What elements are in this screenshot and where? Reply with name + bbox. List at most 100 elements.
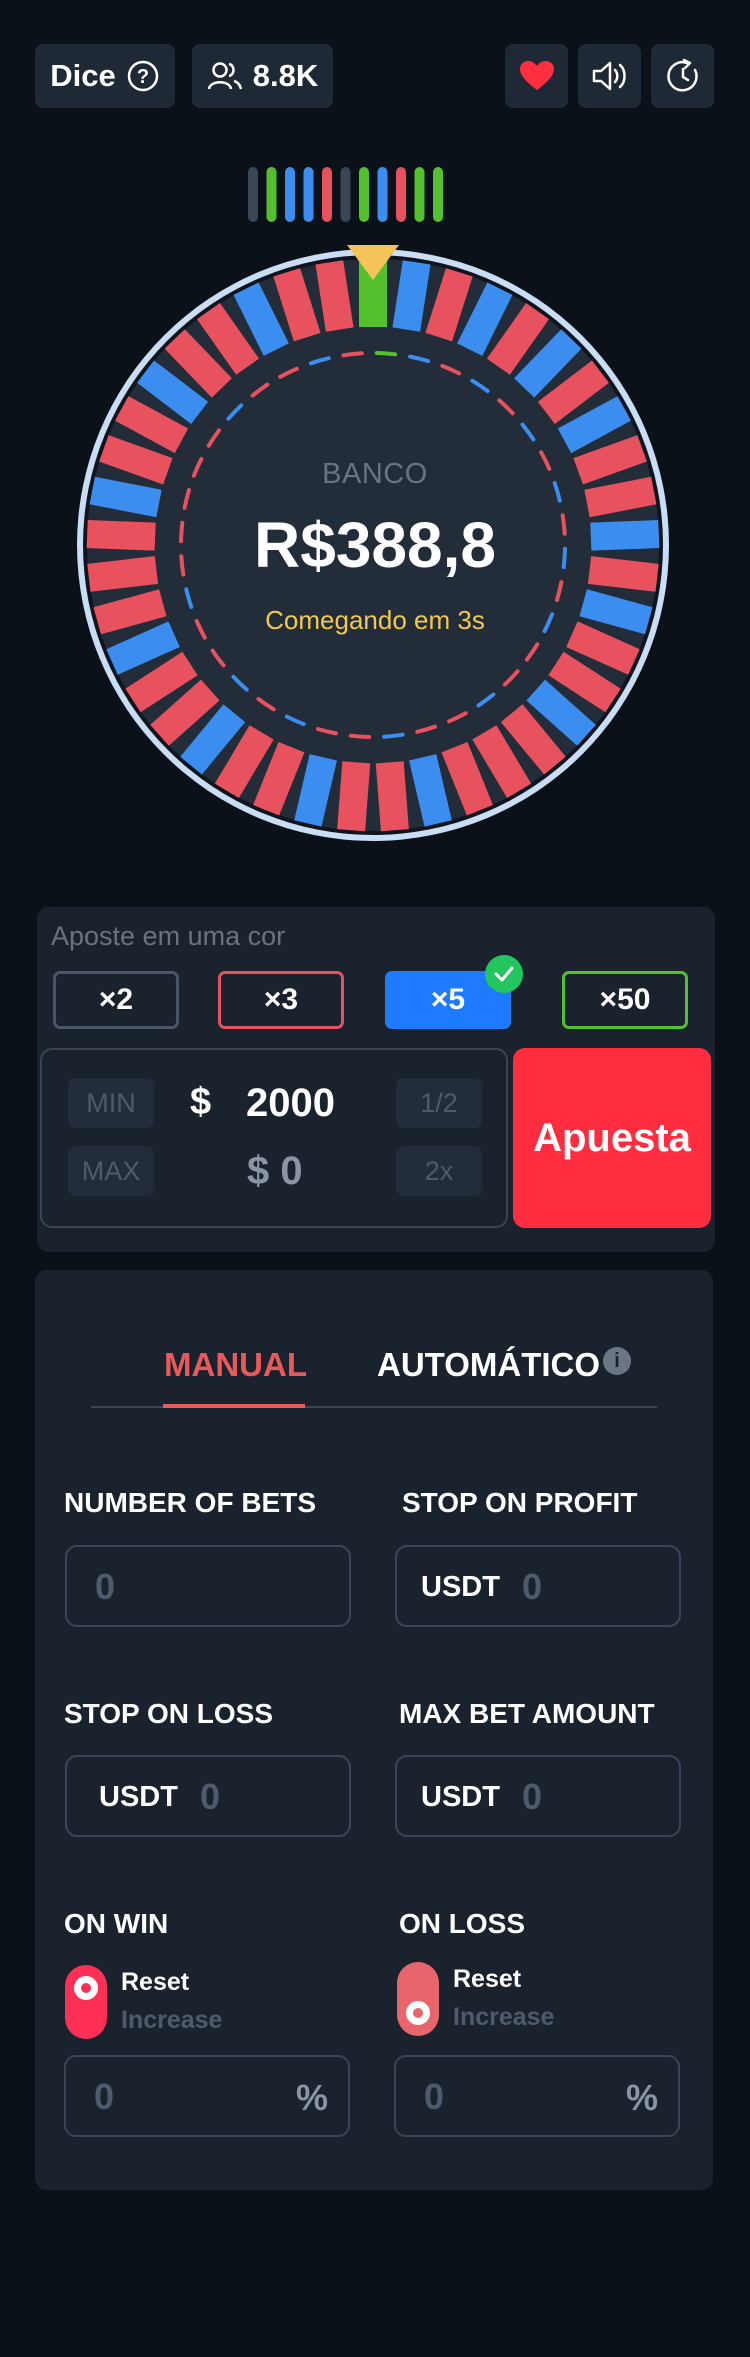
stop-on-profit-label: STOP ON PROFIT	[402, 1487, 638, 1518]
on-win-reset-option[interactable]: Reset	[121, 1968, 190, 1996]
wheel-segment	[537, 360, 609, 424]
wheel-segment	[125, 651, 198, 713]
wheel-dash	[408, 354, 430, 363]
wheel-dash	[316, 727, 338, 736]
payout-value: $ 0	[247, 1149, 303, 1193]
stop-on-profit-field[interactable]: USDT 0	[395, 1545, 681, 1627]
wheel-segment	[441, 741, 493, 816]
number-of-bets-field[interactable]: 0	[65, 1545, 351, 1627]
on-loss-field[interactable]: 0 %	[394, 2055, 680, 2137]
tab-manual[interactable]: MANUAL	[164, 1346, 307, 1383]
wheel-segment	[472, 725, 532, 798]
wheel-segment	[573, 435, 647, 485]
stop-on-loss-unit: USDT	[99, 1781, 178, 1813]
bet-amount-box: MIN MAX $ 2000 $ 0 1/2 2x	[40, 1048, 508, 1228]
place-bet-button[interactable]: Apuesta	[513, 1048, 711, 1228]
wheel-segment	[590, 520, 660, 551]
bet-amount-input[interactable]: 2000	[246, 1081, 335, 1125]
auto-bet-panel: MANUAL AUTOMÁTICO i NUMBER OF BETS 0 STO…	[35, 1270, 713, 2190]
history-bar	[340, 167, 351, 222]
wheel-dash	[552, 481, 562, 503]
currency-symbol: $	[190, 1081, 212, 1123]
on-loss-percent: %	[625, 2077, 658, 2118]
help-icon: ?	[126, 59, 160, 93]
favorite-button[interactable]	[505, 44, 568, 108]
wheel-dash	[520, 422, 536, 442]
game-info-button[interactable]: Dice ?	[35, 44, 175, 108]
wheel	[77, 167, 669, 841]
wheel-dash	[250, 382, 270, 398]
wheel-dash	[184, 587, 194, 609]
number-of-bets-label: NUMBER OF BETS	[64, 1487, 316, 1518]
selected-check-icon	[485, 955, 523, 993]
on-loss-toggle-knob	[406, 2001, 430, 2025]
wheel-dash	[542, 612, 555, 634]
history-bar	[303, 167, 314, 222]
tab-active-indicator	[163, 1404, 305, 1408]
wheel-dash	[560, 513, 567, 536]
wheel-segment	[500, 704, 566, 775]
multiplier-x3-button[interactable]: ×3	[218, 971, 344, 1029]
heart-icon	[519, 60, 555, 92]
history-bar	[285, 167, 295, 222]
users-icon	[207, 60, 243, 92]
tab-automatic[interactable]: AUTOMÁTICO	[377, 1346, 601, 1383]
wheel-pointer-icon	[347, 245, 399, 280]
wheel-segment	[526, 679, 596, 746]
players-button[interactable]: 8.8K	[192, 44, 333, 108]
wheel-dash	[476, 692, 496, 708]
speaker-icon	[591, 59, 629, 93]
info-icon[interactable]: i	[603, 1347, 631, 1375]
stop-on-loss-field[interactable]: USDT 0	[65, 1755, 351, 1837]
wheel-segment	[566, 621, 640, 675]
on-win-toggle[interactable]	[65, 1965, 107, 2039]
wheel-segment	[115, 396, 189, 454]
multiplier-x2-button[interactable]: ×2	[53, 971, 179, 1029]
wheel-dash	[440, 363, 462, 376]
double-button[interactable]: 2x	[396, 1146, 482, 1196]
multiplier-x50-button[interactable]: ×50	[562, 971, 688, 1029]
half-button[interactable]: 1/2	[396, 1078, 482, 1128]
on-win-field[interactable]: 0 %	[64, 2055, 350, 2137]
max-button[interactable]: MAX	[68, 1146, 154, 1196]
on-loss-reset-option[interactable]: Reset	[453, 1965, 522, 1993]
wheel-dash	[179, 520, 185, 544]
on-win-toggle-knob	[74, 1976, 98, 2000]
history-bar	[433, 167, 443, 222]
history-button[interactable]	[651, 44, 714, 108]
wheel-dash	[231, 674, 249, 692]
bank-amount: R$388,8	[254, 509, 496, 581]
wheel-segment	[99, 435, 173, 485]
on-win-value: 0	[94, 2076, 115, 2117]
wheel-dash	[226, 403, 244, 421]
wheel-segment	[514, 329, 582, 398]
wheel-segment	[584, 476, 657, 518]
history-bar	[266, 167, 277, 222]
wheel-dash	[555, 580, 564, 602]
on-win-percent: %	[295, 2077, 328, 2118]
wheel-segment	[93, 589, 167, 635]
max-bet-amount-field[interactable]: USDT 0	[395, 1755, 681, 1837]
wheel-dash	[210, 648, 226, 668]
wheel-dash	[525, 642, 540, 662]
stop-on-profit-unit: USDT	[421, 1571, 500, 1603]
on-win-increase-option[interactable]: Increase	[121, 2006, 223, 2034]
wheel-dash	[561, 546, 567, 570]
wheel-segment	[337, 761, 371, 832]
wheel-dash	[341, 351, 364, 358]
history-icon	[665, 58, 701, 94]
svg-text:?: ?	[137, 66, 149, 88]
history-bar	[377, 167, 388, 222]
min-button[interactable]: MIN	[68, 1078, 154, 1128]
on-loss-increase-option[interactable]: Increase	[453, 2003, 555, 2031]
wheel-segment	[150, 679, 220, 746]
wheel-segment	[548, 651, 621, 713]
sound-button[interactable]	[578, 44, 641, 108]
wheel-segment	[375, 761, 409, 832]
wheel-dash	[382, 732, 405, 739]
wheel-segment	[579, 589, 653, 635]
max-bet-amount-label: MAX BET AMOUNT	[399, 1698, 655, 1729]
wheel-segment	[137, 360, 209, 424]
tab-divider	[91, 1406, 657, 1408]
on-loss-toggle[interactable]	[397, 1962, 439, 2036]
